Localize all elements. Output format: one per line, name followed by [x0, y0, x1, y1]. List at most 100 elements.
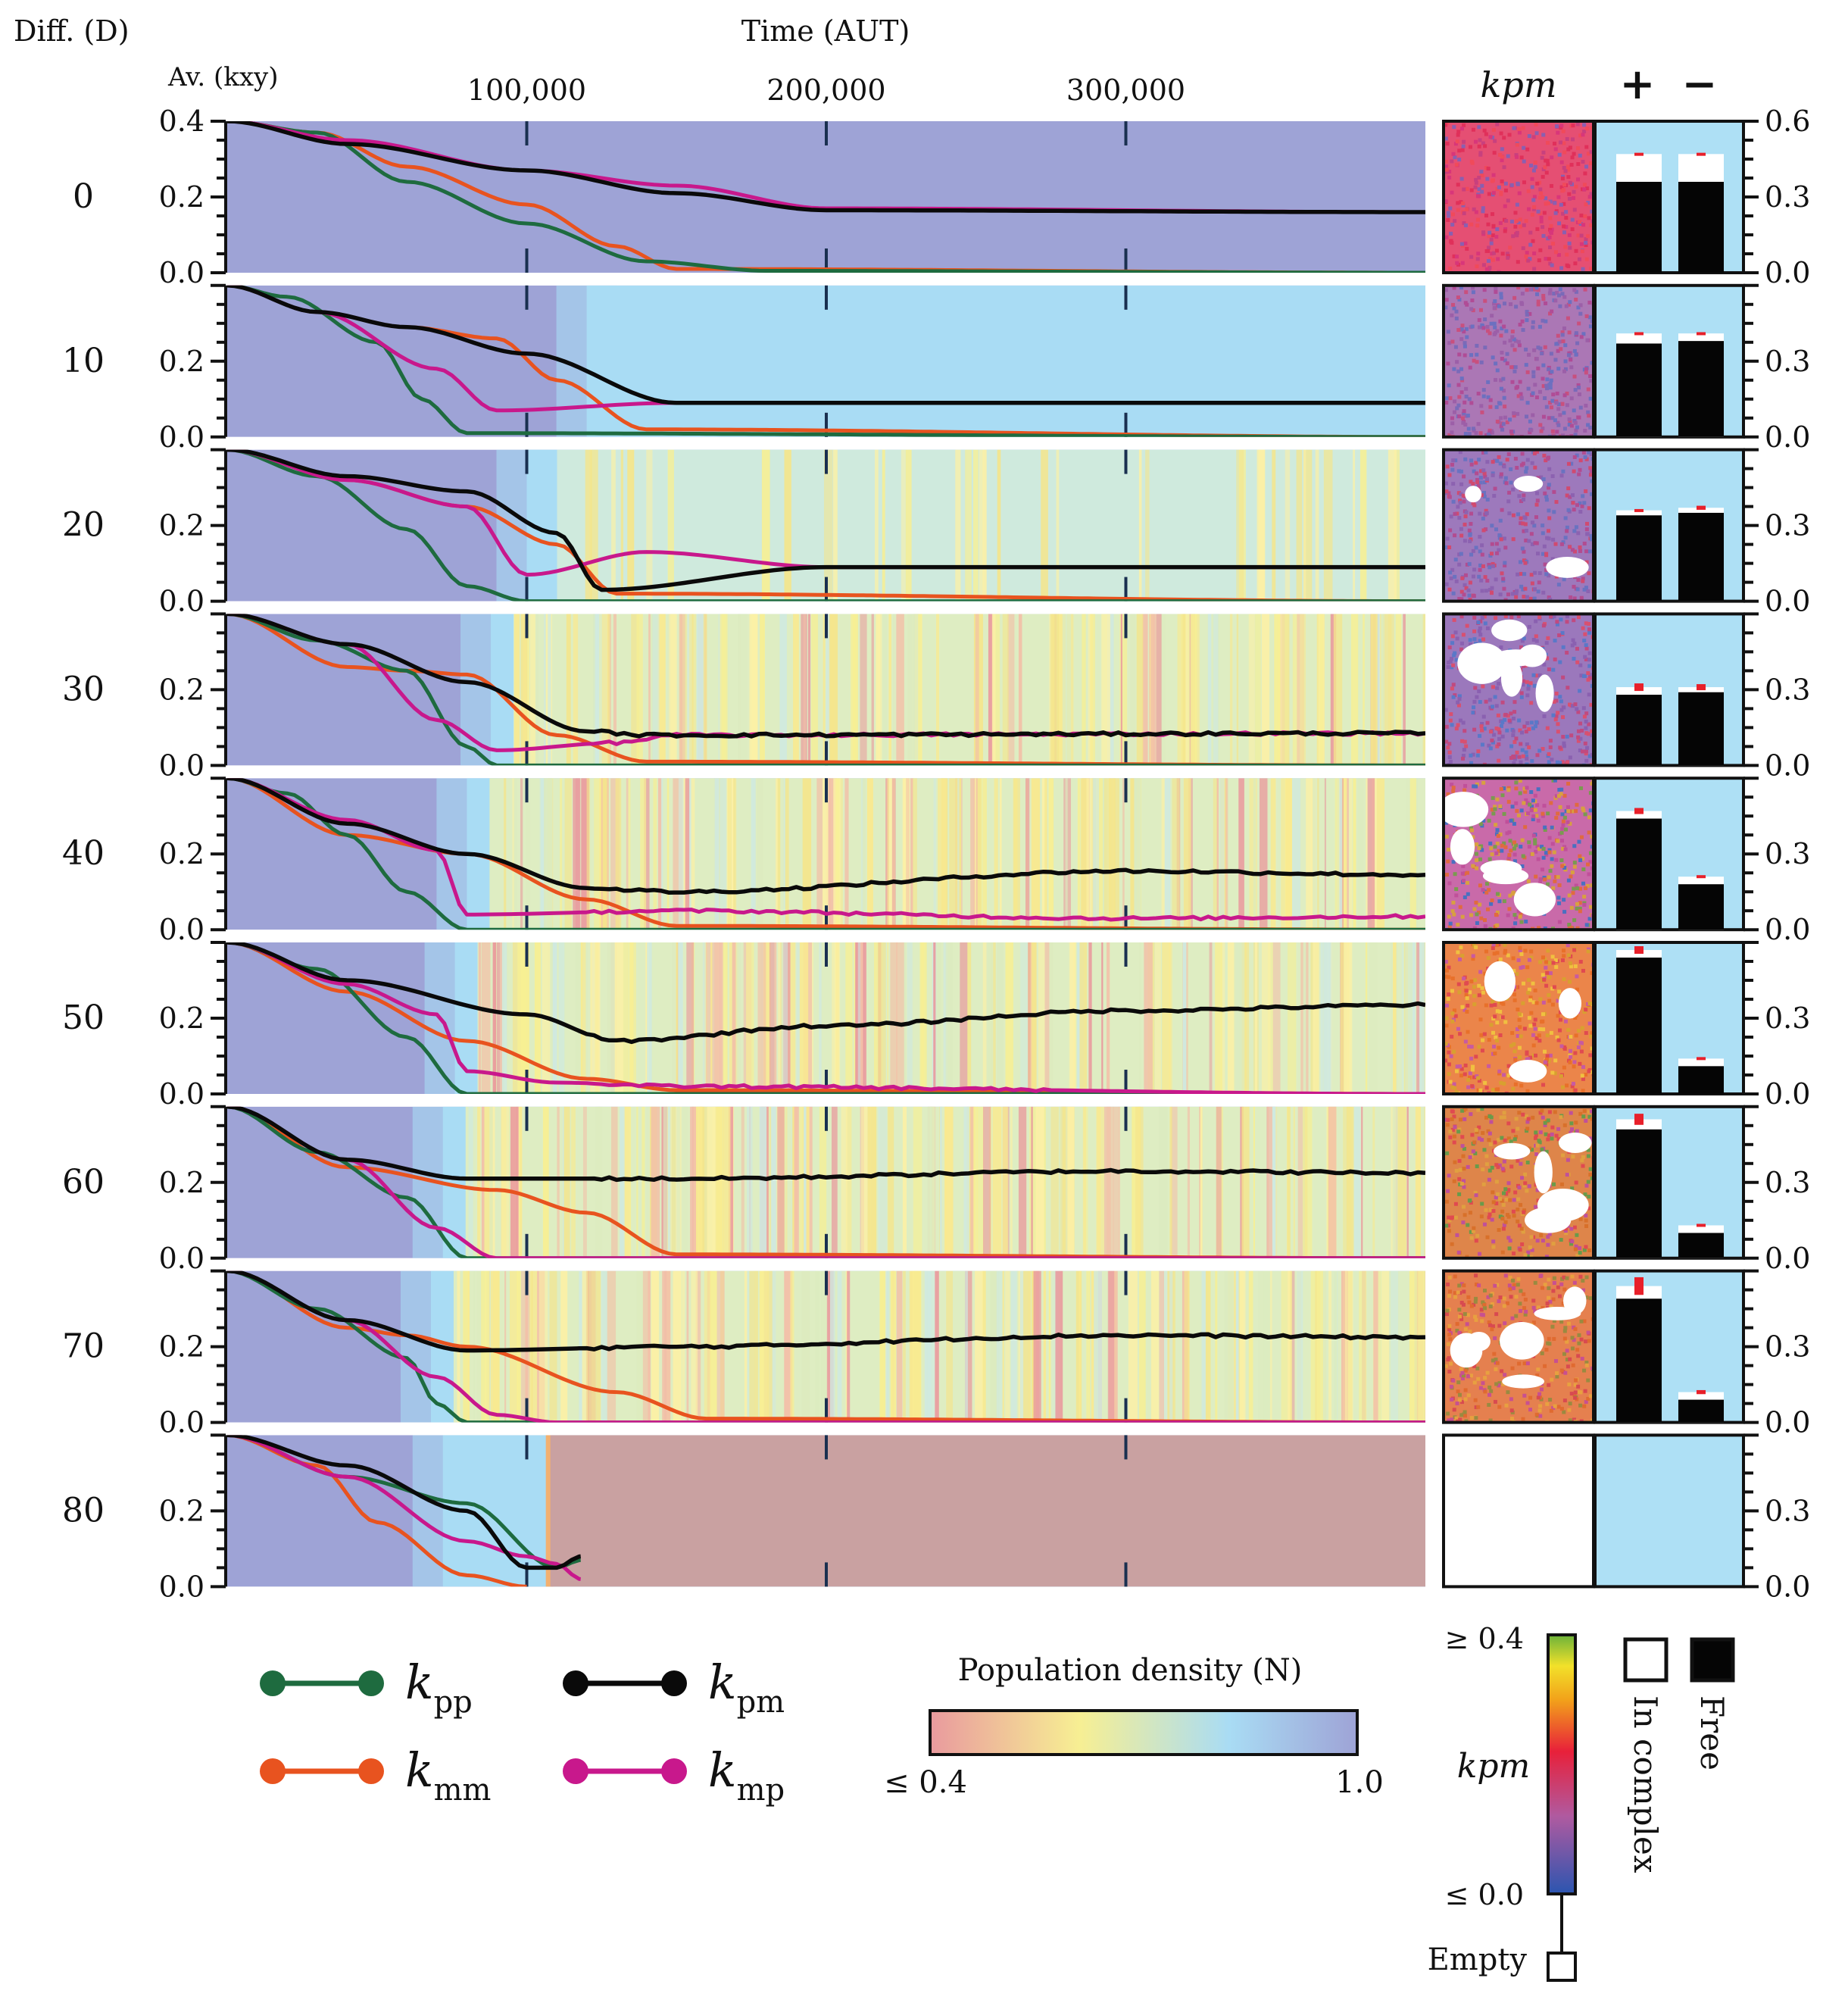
map-speckle	[1513, 1082, 1518, 1086]
map-speckle	[1559, 123, 1564, 128]
map-speckle	[1536, 209, 1541, 214]
density-background	[227, 1106, 1425, 1258]
map-speckle	[1555, 290, 1559, 295]
map-speckle	[1587, 630, 1592, 635]
map-speckle	[1509, 183, 1514, 187]
map-speckle	[1505, 252, 1509, 256]
map-speckle	[1482, 1148, 1487, 1152]
map-speckle	[1456, 208, 1460, 212]
map-speckle	[1550, 1377, 1554, 1382]
map-speckle	[1475, 1282, 1479, 1286]
map-speckle	[1516, 1033, 1520, 1038]
y-tick-label-right: 0.0	[1765, 1570, 1810, 1603]
map-speckle	[1578, 689, 1582, 693]
map-speckle	[1541, 847, 1546, 852]
map-speckle	[1527, 845, 1531, 849]
map-speckle	[1547, 595, 1551, 600]
map-speckle	[1573, 1395, 1578, 1400]
map-speckle	[1561, 129, 1565, 133]
map-speckle	[1488, 746, 1493, 751]
map-speckle	[1491, 1358, 1495, 1363]
map-speckle	[1588, 1053, 1593, 1058]
density-stripe	[1391, 1270, 1399, 1423]
density-stripe	[1031, 778, 1041, 930]
map-speckle	[1544, 965, 1548, 970]
density-stripe	[1216, 778, 1219, 930]
map-speckle	[1469, 255, 1474, 259]
map-speckle	[1453, 693, 1457, 698]
map-speckle	[1563, 516, 1568, 520]
density-stripe	[1097, 1106, 1105, 1258]
density-stripe	[1313, 942, 1319, 1094]
map-speckle	[1478, 902, 1482, 907]
map-speckle	[1536, 552, 1541, 556]
map-speckle	[1461, 633, 1466, 637]
map-speckle	[1555, 1371, 1559, 1376]
map-speckle	[1448, 659, 1453, 664]
density-stripe	[1422, 614, 1425, 766]
map-speckle	[1447, 1323, 1452, 1328]
map-speckle	[1483, 1389, 1487, 1394]
map-speckle	[1544, 498, 1549, 502]
map-speckle	[1568, 755, 1572, 760]
map-speckle	[1503, 229, 1507, 233]
map-speckle	[1584, 145, 1589, 149]
map-speckle	[1580, 1158, 1584, 1163]
density-stripe	[1330, 614, 1337, 766]
map-speckle	[1535, 1239, 1540, 1243]
map-speckle	[1457, 297, 1462, 302]
map-speckle	[1492, 733, 1497, 737]
density-stripe	[691, 614, 694, 766]
map-speckle	[1547, 1336, 1551, 1341]
map-speckle	[1497, 899, 1502, 904]
density-stripe	[1341, 1270, 1348, 1423]
map-speckle	[1555, 760, 1559, 764]
map-speckle	[1521, 1112, 1525, 1117]
map-speckle	[1576, 386, 1581, 390]
map-speckle	[1455, 1402, 1459, 1406]
map-speckle	[1547, 467, 1552, 471]
density-mid-low-region	[557, 449, 1425, 602]
map-speckle	[1494, 1312, 1499, 1317]
map-speckle	[1584, 643, 1588, 648]
map-speckle	[1483, 345, 1487, 350]
map-speckle	[1490, 523, 1494, 528]
map-speckle	[1547, 1277, 1551, 1282]
map-speckle	[1487, 267, 1491, 271]
map-speckle	[1557, 1294, 1562, 1298]
map-speckle	[1569, 461, 1574, 466]
map-speckle	[1471, 482, 1475, 486]
map-speckle	[1579, 1337, 1584, 1342]
map-speckle	[1588, 808, 1593, 813]
map-speckle	[1533, 838, 1537, 842]
density-stripe	[860, 1106, 867, 1258]
map-speckle	[1525, 147, 1530, 152]
map-speckle	[1502, 841, 1506, 845]
map-speckle	[1524, 529, 1528, 533]
map-speckle	[1450, 686, 1454, 691]
map-speckle	[1534, 286, 1539, 290]
density-stripe	[1187, 1106, 1190, 1258]
density-stripe	[827, 1270, 831, 1423]
map-speckle	[1507, 907, 1512, 911]
map-speckle	[1574, 525, 1578, 530]
map-speckle	[1590, 971, 1594, 976]
map-speckle	[1462, 123, 1466, 127]
map-speckle	[1475, 1233, 1480, 1238]
map-speckle	[1487, 565, 1492, 570]
density-stripe	[1403, 614, 1406, 766]
map-speckle	[1454, 1089, 1459, 1094]
map-speckle	[1572, 1393, 1577, 1398]
map-speckle	[1503, 712, 1508, 717]
density-stripe	[668, 614, 676, 766]
map-speckle	[1581, 223, 1586, 227]
map-speckle	[1550, 842, 1555, 846]
map-speckle	[1572, 1280, 1577, 1285]
map-speckle	[1588, 396, 1593, 401]
map-speckle	[1481, 450, 1486, 455]
map-speckle	[1484, 1154, 1489, 1158]
map-speckle	[1488, 398, 1493, 402]
map-speckle	[1577, 472, 1581, 477]
map-speckle	[1454, 255, 1459, 259]
map-speckle	[1502, 464, 1506, 469]
